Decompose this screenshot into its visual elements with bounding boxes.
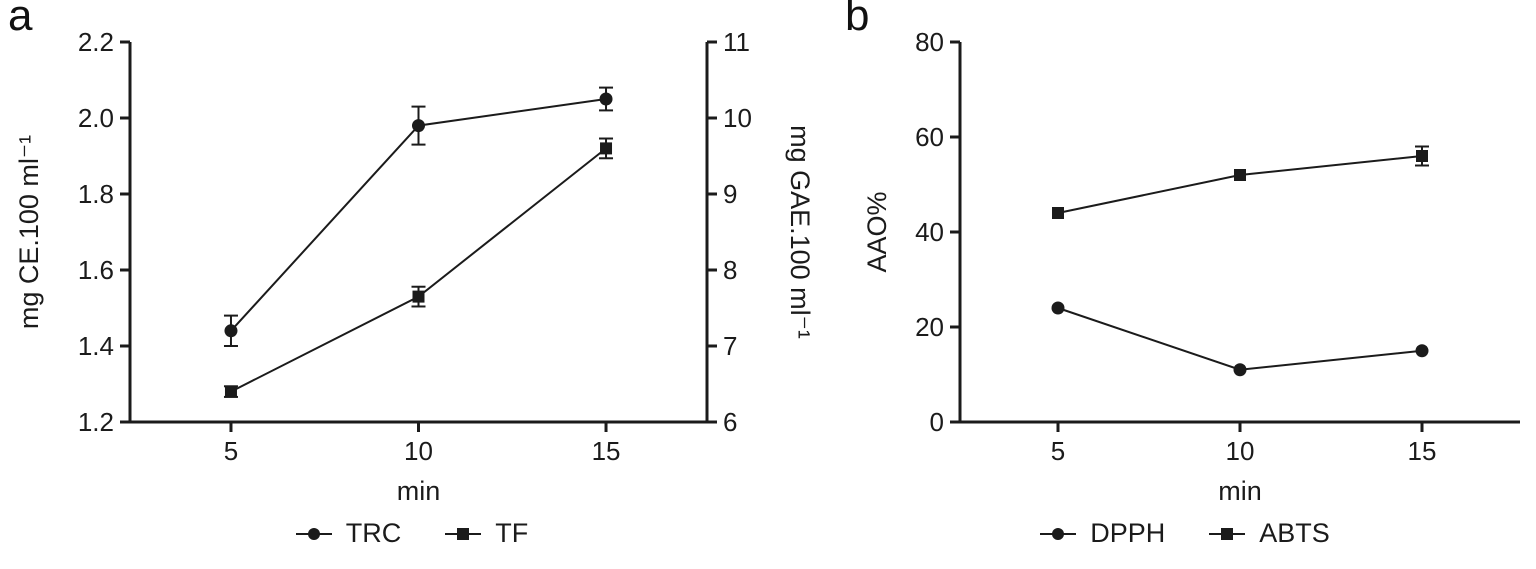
left-axis-tick-label: 2.0 [78, 103, 114, 133]
square-marker-icon [224, 385, 237, 398]
series-line-dpph [1057, 307, 1423, 371]
x-axis-tick-label: 15 [592, 436, 621, 466]
left-axis-title: mg CE.100 ml⁻¹ [14, 135, 44, 329]
legend-item-dpph: DPPH [1036, 518, 1165, 549]
right-axis-tick-label: 9 [723, 179, 737, 209]
square-marker-icon [1416, 150, 1428, 162]
left-axis-tick-label: 80 [915, 27, 944, 57]
left-axis-title: AAO% [862, 191, 892, 272]
legend-panel-a: TRC TF [0, 518, 820, 549]
legend-label: DPPH [1090, 518, 1166, 548]
circle-marker-icon [295, 527, 332, 540]
x-axis-tick-label: 5 [1051, 436, 1065, 466]
square-marker-icon [445, 527, 482, 540]
x-axis-tick-label: 10 [1226, 436, 1255, 466]
x-axis-tick-label: 15 [1408, 436, 1437, 466]
left-axis-tick-label: 20 [915, 312, 944, 342]
left-axis-tick-label: 1.8 [78, 179, 114, 209]
circle-marker-icon [1040, 527, 1077, 540]
legend-label: ABTS [1259, 518, 1330, 548]
right-axis-title: mg GAE.100 ml⁻¹ [785, 125, 815, 339]
x-axis-title: min [1218, 476, 1262, 506]
chart-panel-a: 1.2 1.4 1.6 1.8 2.0 2.2 6 7 8 9 10 11 5 10 15 min mg CE.… [14, 27, 815, 506]
x-axis-tick-label: 5 [224, 436, 238, 466]
circle-marker-icon [224, 324, 238, 338]
left-axis-tick-label: 40 [915, 217, 944, 247]
left-axis-tick-label: 1.4 [78, 331, 114, 361]
left-axis-tick-label: 1.2 [78, 407, 114, 437]
x-axis-tick-label: 10 [404, 436, 433, 466]
panel-b-letter: b [845, 0, 870, 40]
panel-a-letter: a [8, 0, 33, 40]
square-marker-icon [1209, 527, 1246, 540]
chart-panel-b: 0 20 40 60 80 5 10 15 min AAO% [862, 27, 1520, 506]
circle-marker-icon [1415, 344, 1429, 358]
circle-marker-icon [599, 92, 613, 106]
square-marker-icon [1052, 207, 1064, 219]
legend-label: TRC [345, 518, 402, 548]
left-axis-tick-label: 1.6 [78, 255, 114, 285]
right-axis-tick-label: 6 [723, 407, 737, 437]
left-axis-tick-label: 2.2 [78, 27, 114, 57]
square-marker-icon [600, 142, 613, 155]
left-axis-tick-label: 0 [930, 407, 944, 437]
right-axis-tick-label: 8 [723, 255, 737, 285]
square-marker-icon [1234, 169, 1246, 181]
circle-marker-icon [1051, 301, 1065, 315]
legend-item-trc: TRC [292, 518, 402, 549]
series-line-abts [1057, 155, 1423, 214]
left-axis-tick-label: 60 [915, 122, 944, 152]
x-axis-title: min [397, 476, 441, 506]
right-axis-tick-label: 11 [723, 27, 750, 57]
square-marker-icon [412, 290, 425, 303]
circle-marker-icon [412, 119, 425, 133]
right-axis-tick-label: 10 [723, 103, 752, 133]
legend-item-tf: TF [441, 518, 528, 549]
legend-panel-b: DPPH ABTS [830, 518, 1536, 549]
circle-marker-icon [1233, 363, 1247, 377]
legend-label: TF [495, 518, 529, 548]
right-axis-tick-label: 7 [723, 331, 737, 361]
legend-item-abts: ABTS [1205, 518, 1330, 549]
